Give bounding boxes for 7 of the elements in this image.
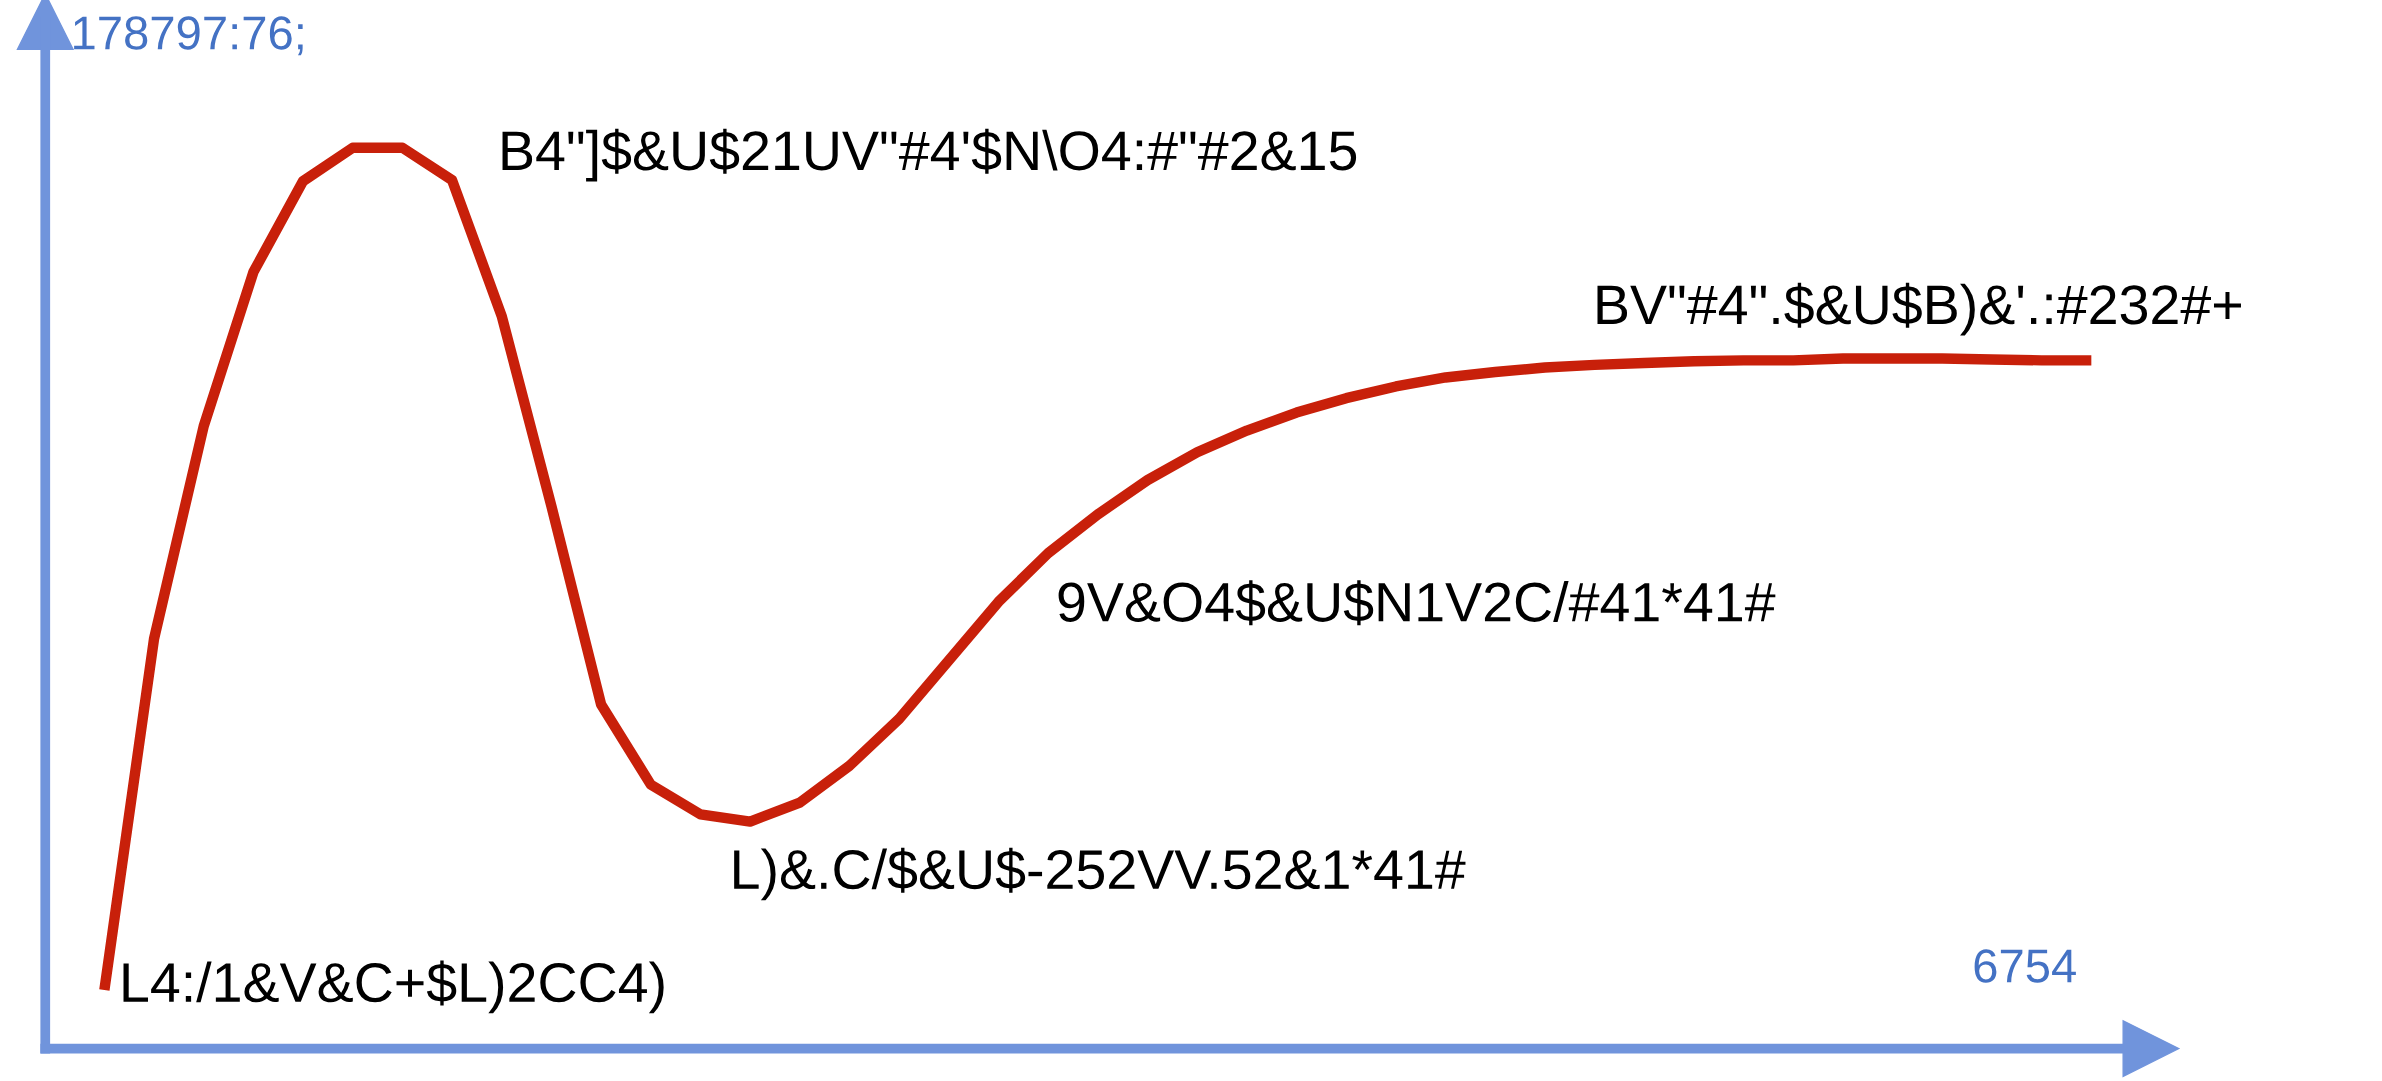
annotation: L4:/1&V&C+$L)2CC4) [123,960,664,1014]
annotation: 9V&O4$&U$N1V2C/#41*41# [1058,580,1776,626]
annotation: L)&.C/$&U$-252VV.52&1*41# [734,847,1466,901]
annotation: BV"#4".$&U$B)&'.:#232#+ [1597,282,2241,336]
y-axis-title: 178797:76; [74,16,303,56]
annotation: B4"]$&U$21UV"#4'$N\O4:#"#2&15 [502,128,1357,182]
x-axis-title: 6754 [1974,949,2076,983]
